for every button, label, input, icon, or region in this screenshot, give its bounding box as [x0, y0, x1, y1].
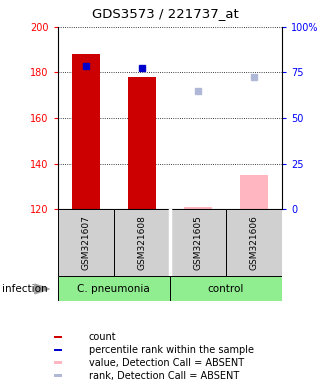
Bar	[54, 361, 62, 364]
Text: GSM321606: GSM321606	[249, 215, 259, 270]
Text: value, Detection Call = ABSENT: value, Detection Call = ABSENT	[89, 358, 244, 367]
Bar	[184, 207, 212, 209]
Bar	[170, 276, 282, 301]
Polygon shape	[35, 284, 50, 294]
Bar	[114, 209, 170, 276]
Bar	[72, 54, 100, 209]
Text: rank, Detection Call = ABSENT: rank, Detection Call = ABSENT	[89, 371, 239, 381]
Bar	[54, 374, 62, 377]
Text: infection: infection	[2, 284, 47, 294]
Text: GDS3573 / 221737_at: GDS3573 / 221737_at	[92, 7, 238, 20]
Bar	[240, 175, 268, 209]
Bar	[54, 349, 62, 351]
Bar	[58, 276, 170, 301]
Text: GSM321607: GSM321607	[81, 215, 90, 270]
Text: GSM321608: GSM321608	[137, 215, 147, 270]
Text: GSM321605: GSM321605	[193, 215, 203, 270]
Bar	[58, 209, 114, 276]
Bar	[54, 336, 62, 338]
Bar	[170, 209, 226, 276]
Text: control: control	[208, 284, 244, 294]
Bar	[128, 77, 156, 209]
Text: percentile rank within the sample: percentile rank within the sample	[89, 345, 254, 355]
Bar	[226, 209, 282, 276]
Text: count: count	[89, 332, 116, 342]
Text: C. pneumonia: C. pneumonia	[78, 284, 150, 294]
